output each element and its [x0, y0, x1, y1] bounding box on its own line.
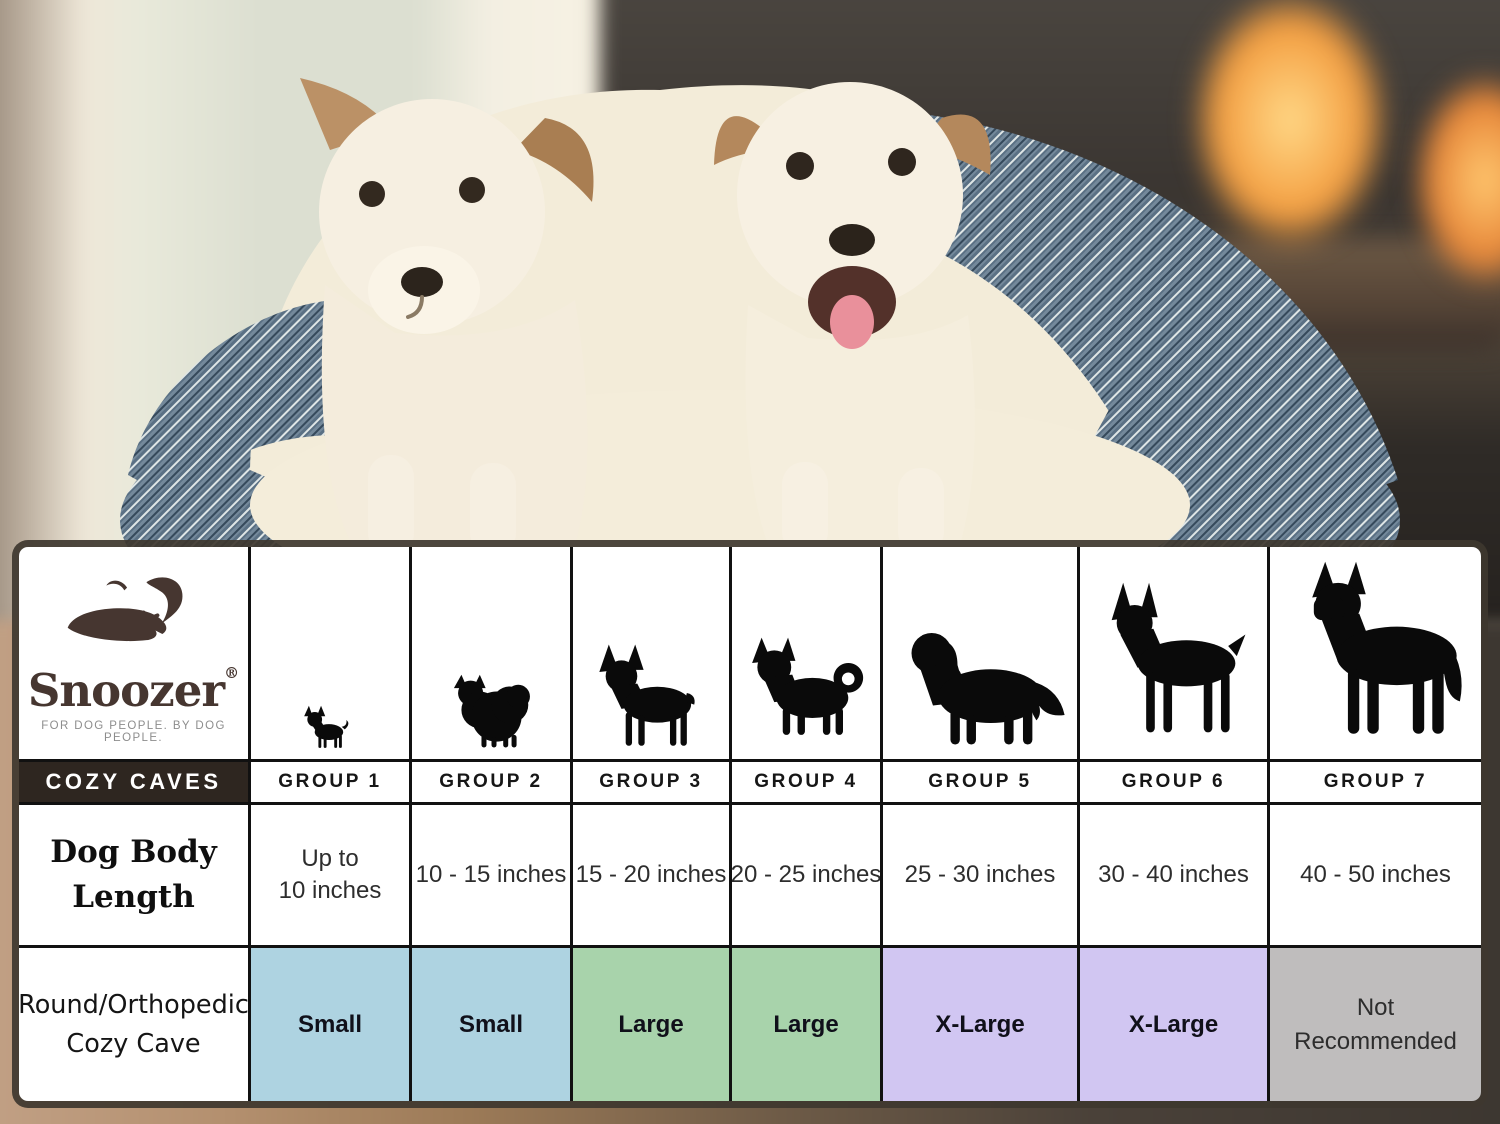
- group-3-header: GROUP 3: [573, 762, 729, 802]
- chihuahua-silhouette-icon: [304, 705, 349, 748]
- right-dog: [714, 82, 991, 554]
- group-5-body-length: 25 - 30 inches: [883, 805, 1077, 945]
- group-6-header: GROUP 6: [1080, 762, 1267, 802]
- body-length-row-label: Dog Body Length: [19, 805, 248, 945]
- boston-terrier-silhouette-icon: [599, 644, 695, 746]
- group-7-cave-size: Not Recommended: [1270, 948, 1481, 1101]
- great-dane-silhouette-icon: [1312, 561, 1462, 734]
- size-chart-table: Snoozer® FOR DOG PEOPLE. BY DOG PEOPLE.: [12, 540, 1488, 1108]
- group-3-dog-cell: [573, 547, 729, 759]
- group-1-header: GROUP 1: [251, 762, 409, 802]
- shiba-inu-silhouette-icon: [752, 637, 864, 735]
- group-4-header: GROUP 4: [732, 762, 880, 802]
- group-2-dog-cell: [412, 547, 570, 759]
- bed-rim: [128, 300, 352, 505]
- group-7-body-length: 40 - 50 inches: [1270, 805, 1481, 945]
- group-2-cave-size: Small: [412, 948, 570, 1101]
- group-3-body-length: 15 - 20 inches: [573, 805, 729, 945]
- snoozer-dog-logo-icon: [67, 577, 182, 642]
- group-5-dog-cell: [883, 547, 1077, 759]
- cave-blanket: [900, 115, 1398, 560]
- pomeranian-silhouette-icon: [453, 674, 530, 748]
- brand-tagline: FOR DOG PEOPLE. BY DOG PEOPLE.: [41, 720, 226, 744]
- group-1-dog-cell: [251, 547, 409, 759]
- group-1-body-length: Up to 10 inches: [251, 805, 409, 945]
- series-label-cell: COZY CAVES: [19, 762, 248, 802]
- brand-cell: Snoozer® FOR DOG PEOPLE. BY DOG PEOPLE.: [19, 547, 248, 759]
- group-5-header: GROUP 5: [883, 762, 1077, 802]
- group-3-cave-size: Large: [573, 948, 729, 1101]
- group-1-cave-size: Small: [251, 948, 409, 1101]
- group-4-cave-size: Large: [732, 948, 880, 1101]
- group-7-header: GROUP 7: [1270, 762, 1481, 802]
- group-5-cave-size: X-Large: [883, 948, 1077, 1101]
- group-4-body-length: 20 - 25 inches: [732, 805, 880, 945]
- group-2-body-length: 10 - 15 inches: [412, 805, 570, 945]
- group-7-dog-cell: [1270, 547, 1481, 759]
- group-6-body-length: 30 - 40 inches: [1080, 805, 1267, 945]
- registered-mark: ®: [224, 664, 240, 682]
- group-6-cave-size: X-Large: [1080, 948, 1267, 1101]
- left-dog: [300, 78, 594, 555]
- golden-retriever-silhouette-icon: [911, 633, 1065, 745]
- group-2-header: GROUP 2: [412, 762, 570, 802]
- group-4-dog-cell: [732, 547, 880, 759]
- product-row-label: Round/Orthopedic Cozy Cave: [19, 948, 248, 1101]
- group-6-dog-cell: [1080, 547, 1267, 759]
- doberman-silhouette-icon: [1111, 582, 1246, 733]
- brand-name: Snoozer®: [27, 664, 240, 717]
